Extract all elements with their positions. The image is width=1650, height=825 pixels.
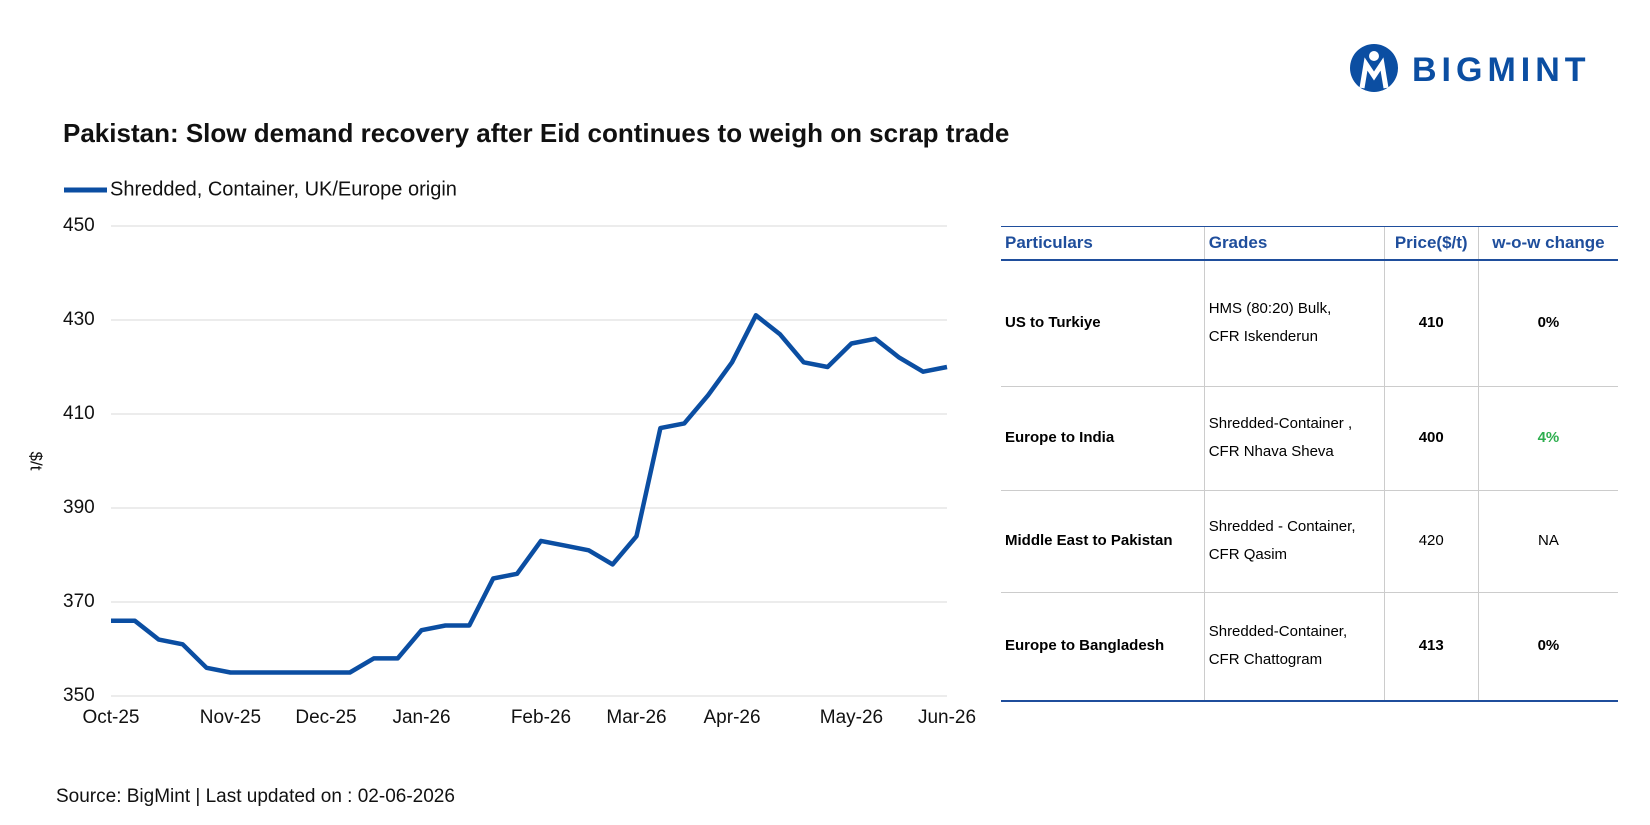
- logo: BIGMINT: [1412, 51, 1591, 89]
- x-tick-label: Mar-26: [606, 707, 666, 728]
- table-cell: NA: [1477, 490, 1618, 593]
- y-tick-label: 450: [63, 215, 95, 236]
- y-tick-label: 430: [63, 309, 95, 330]
- table-cell: 0%: [1477, 260, 1618, 387]
- table-cell: 400: [1383, 386, 1479, 491]
- price-table: Particulars Grades Price($/t) w-o-w change U…: [1001, 226, 1618, 702]
- x-tick-label: Feb-26: [511, 707, 571, 728]
- table-row: Middle East to Pakistan Shredded - Contai…: [1001, 490, 1618, 593]
- source: Source: BigMint | Last updated on : 02-0…: [56, 786, 455, 807]
- table-cell: Shredded-Container , CFR Nhava Sheva: [1203, 386, 1385, 491]
- x-tick-label: Dec-25: [295, 707, 356, 728]
- table-cell: Shredded-Container, CFR Chattogram: [1203, 592, 1385, 702]
- table-header: Grades: [1203, 226, 1385, 261]
- table-cell: Middle East to Pakistan: [1001, 490, 1205, 593]
- table-header: w-o-w change: [1477, 226, 1618, 261]
- y-axis-label: $/t: [27, 452, 46, 471]
- line-series: [111, 313, 948, 675]
- table-header: Particulars: [1001, 226, 1205, 261]
- table-row: Europe to Bangladesh Shredded-Container, …: [1001, 592, 1618, 702]
- y-tick-label: 410: [63, 403, 95, 424]
- y-tick-label: 350: [63, 685, 95, 706]
- x-tick-label: Jun-26: [918, 707, 976, 728]
- logo-icon: [1350, 44, 1398, 92]
- y-tick-label: 390: [63, 497, 95, 518]
- table-cell: HMS (80:20) Bulk, CFR Iskenderun: [1203, 260, 1385, 387]
- table-row: Particulars Grades Price($/t) w-o-w change: [1001, 226, 1618, 261]
- table-row: Europe to India Shredded-Container , CFR …: [1001, 386, 1618, 491]
- x-tick-label: May-26: [820, 707, 883, 728]
- legend-label: Shredded, Container, UK/Europe origin: [110, 178, 457, 200]
- table-cell: Shredded - Container, CFR Qasim: [1203, 490, 1385, 593]
- table-cell: 410: [1383, 260, 1479, 387]
- x-tick-label: Oct-25: [82, 707, 139, 728]
- x-tick-label: Jan-26: [392, 707, 450, 728]
- table-cell: 413: [1383, 592, 1479, 702]
- table-cell: US to Turkiye: [1001, 260, 1205, 387]
- table-cell: 420: [1383, 490, 1479, 593]
- table-cell: 4%: [1477, 386, 1618, 491]
- y-tick-label: 370: [63, 591, 95, 612]
- table-row: US to Turkiye HMS (80:20) Bulk, CFR Isken…: [1001, 260, 1618, 387]
- table-cell: 0%: [1477, 592, 1618, 702]
- x-tick-label: Nov-25: [200, 707, 261, 728]
- table-cell: Europe to India: [1001, 386, 1205, 491]
- x-tick-label: Apr-26: [704, 707, 761, 728]
- table-header: Price($/t): [1383, 226, 1479, 261]
- chart-title: Pakistan: Slow demand recovery after Eid…: [63, 118, 1009, 148]
- table-cell: Europe to Bangladesh: [1001, 592, 1205, 702]
